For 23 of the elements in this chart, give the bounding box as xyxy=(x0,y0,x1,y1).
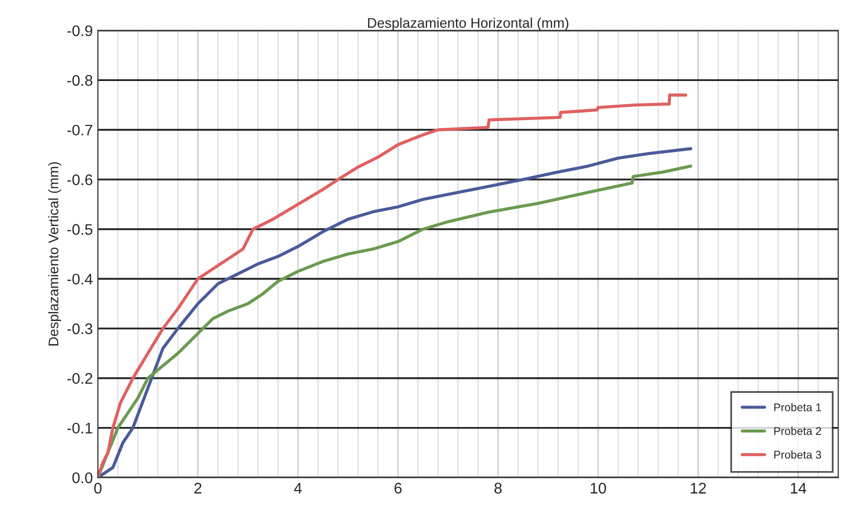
x-tick-label: 14 xyxy=(790,482,806,494)
legend-label: Probeta 2 xyxy=(774,426,822,435)
y-tick-label: -0.7 xyxy=(67,124,92,136)
y-tick-label: -0.8 xyxy=(67,75,92,86)
y-tick-label: -0.5 xyxy=(67,224,92,235)
y-axis-title: Desplazamiento Vertical (mm) xyxy=(48,162,62,346)
y-tick-label: -0.4 xyxy=(67,274,93,285)
y-tick-label: -0.1 xyxy=(67,422,92,434)
x-tick-label: 0 xyxy=(94,482,102,494)
x-tick-label: 2 xyxy=(194,482,202,494)
y-tick-label: 0.0 xyxy=(72,472,92,484)
y-tick-label: -0.6 xyxy=(67,174,92,186)
y-tick-label: -0.2 xyxy=(67,373,92,384)
x-tick-label: 8 xyxy=(494,482,502,494)
legend-label: Probeta 1 xyxy=(774,403,822,412)
x-tick-label: 6 xyxy=(394,482,402,494)
x-tick-label: 12 xyxy=(690,482,706,494)
x-tick-label: 10 xyxy=(590,482,606,494)
chart-title: Desplazamiento Horizontal (mm) xyxy=(368,18,568,31)
y-tick-label: -0.3 xyxy=(67,323,92,334)
y-tick-label: -0.9 xyxy=(67,25,92,36)
legend-label: Probeta 3 xyxy=(774,450,822,459)
x-tick-label: 4 xyxy=(294,482,302,494)
